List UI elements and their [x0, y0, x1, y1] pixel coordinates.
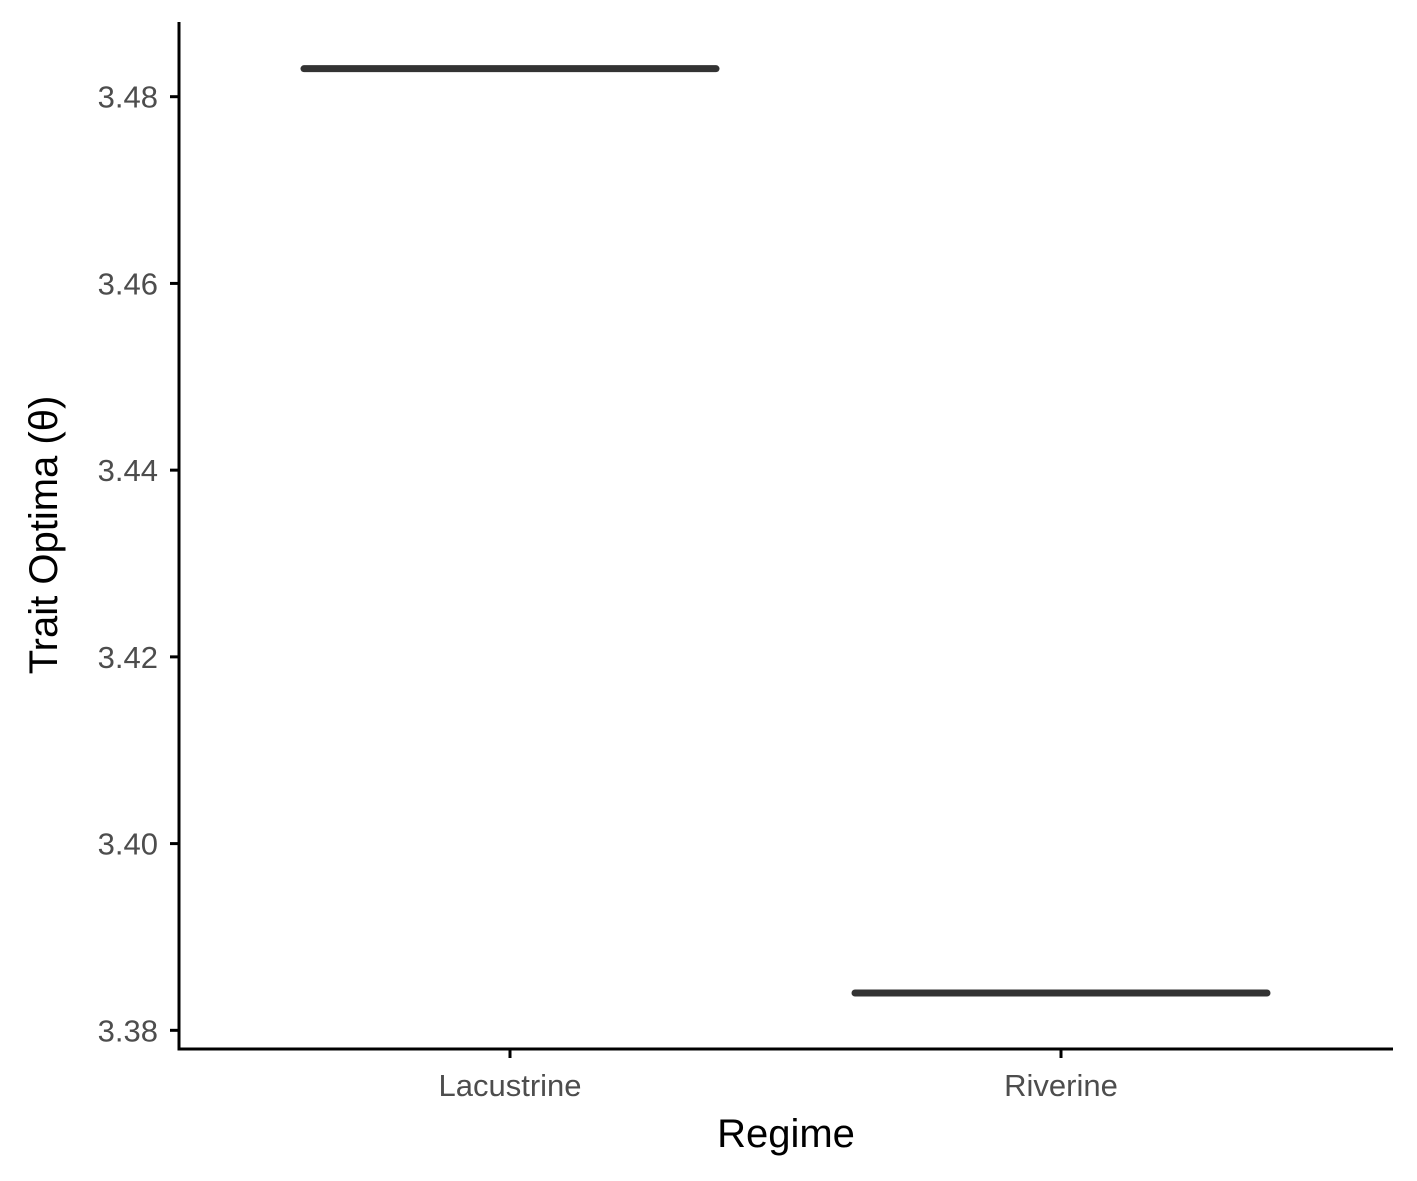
x-axis-title: Regime — [717, 1112, 855, 1156]
y-tick-label: 3.44 — [98, 453, 158, 488]
y-tick-label: 3.46 — [98, 266, 158, 301]
x-tick-label: Lacustrine — [438, 1068, 581, 1103]
x-axis-ticks: Lacustrine Riverine — [438, 1049, 1118, 1103]
y-tick-label: 3.42 — [98, 640, 158, 675]
y-tick-label: 3.38 — [98, 1013, 158, 1048]
y-axis-ticks: 3.38 3.40 3.42 3.44 3.46 3.48 — [98, 80, 179, 1048]
y-tick-label: 3.40 — [98, 827, 158, 862]
y-axis-title: Trait Optima (θ) — [22, 396, 66, 675]
y-tick-label: 3.48 — [98, 80, 158, 115]
x-tick-label: Riverine — [1004, 1068, 1118, 1103]
data-marks — [300, 65, 1271, 997]
